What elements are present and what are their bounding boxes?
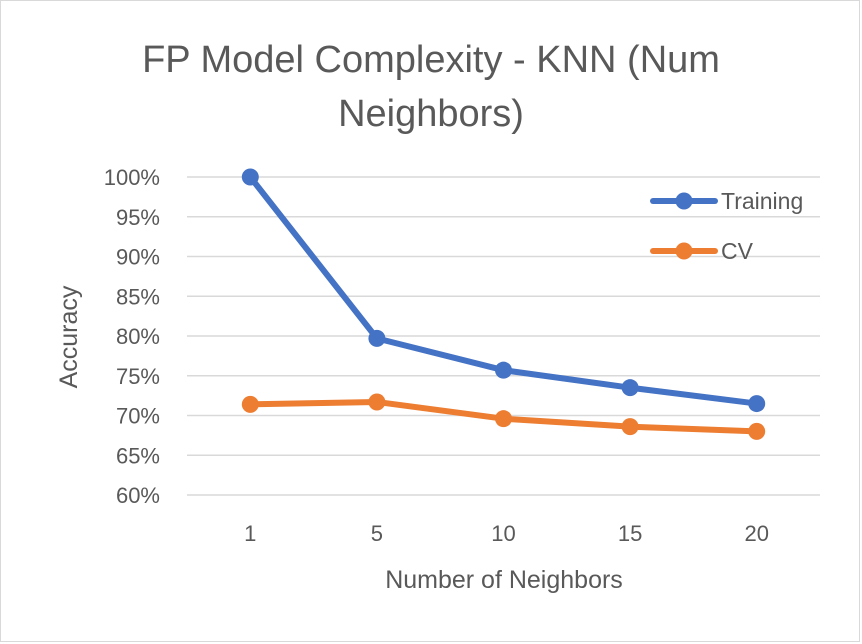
y-tick-label: 60%	[116, 483, 160, 508]
y-tick-label: 75%	[116, 364, 160, 389]
training-point	[621, 379, 639, 397]
legend-marker-cv	[675, 242, 693, 260]
cv-point	[241, 395, 259, 413]
x-tick-label: 1	[244, 521, 256, 546]
legend-label-training: Training	[721, 188, 803, 214]
legend-marker-training	[675, 192, 693, 210]
series-layer	[241, 168, 766, 440]
x-tick-label: 5	[371, 521, 383, 546]
y-tick-label: 80%	[116, 324, 160, 349]
legend: Training CV	[650, 188, 803, 264]
y-tick-label: 100%	[104, 165, 160, 190]
cv-point	[748, 422, 766, 440]
y-axis-ticks: 100% 95% 90% 85% 80% 75% 70% 65% 60%	[104, 165, 160, 508]
chart-title-line-2: Neighbors)	[338, 93, 524, 135]
chart-title-line-1: FP Model Complexity - KNN (Num	[142, 39, 720, 81]
series-training	[241, 168, 766, 413]
y-tick-label: 70%	[116, 404, 160, 429]
y-tick-label: 95%	[116, 205, 160, 230]
gridlines	[187, 176, 820, 496]
legend-label-cv: CV	[721, 238, 754, 264]
y-axis-label: Accuracy	[55, 285, 83, 388]
cv-point	[621, 418, 639, 436]
x-tick-label: 10	[491, 521, 515, 546]
y-tick-label: 85%	[116, 284, 160, 309]
y-tick-label: 90%	[116, 245, 160, 270]
x-tick-label: 15	[618, 521, 642, 546]
training-point	[748, 395, 766, 413]
training-point	[241, 168, 259, 186]
x-axis-ticks: 1 5 10 15 20	[244, 521, 769, 546]
legend-item-cv: CV	[650, 238, 754, 264]
cv-point	[368, 393, 386, 411]
training-point	[495, 361, 512, 379]
cv-point	[495, 410, 512, 428]
series-cv	[241, 393, 766, 440]
training-point	[368, 329, 386, 347]
x-axis-label: Number of Neighbors	[385, 566, 623, 594]
legend-item-training: Training	[650, 188, 803, 214]
y-tick-label: 65%	[116, 443, 160, 468]
x-tick-label: 20	[744, 521, 768, 546]
